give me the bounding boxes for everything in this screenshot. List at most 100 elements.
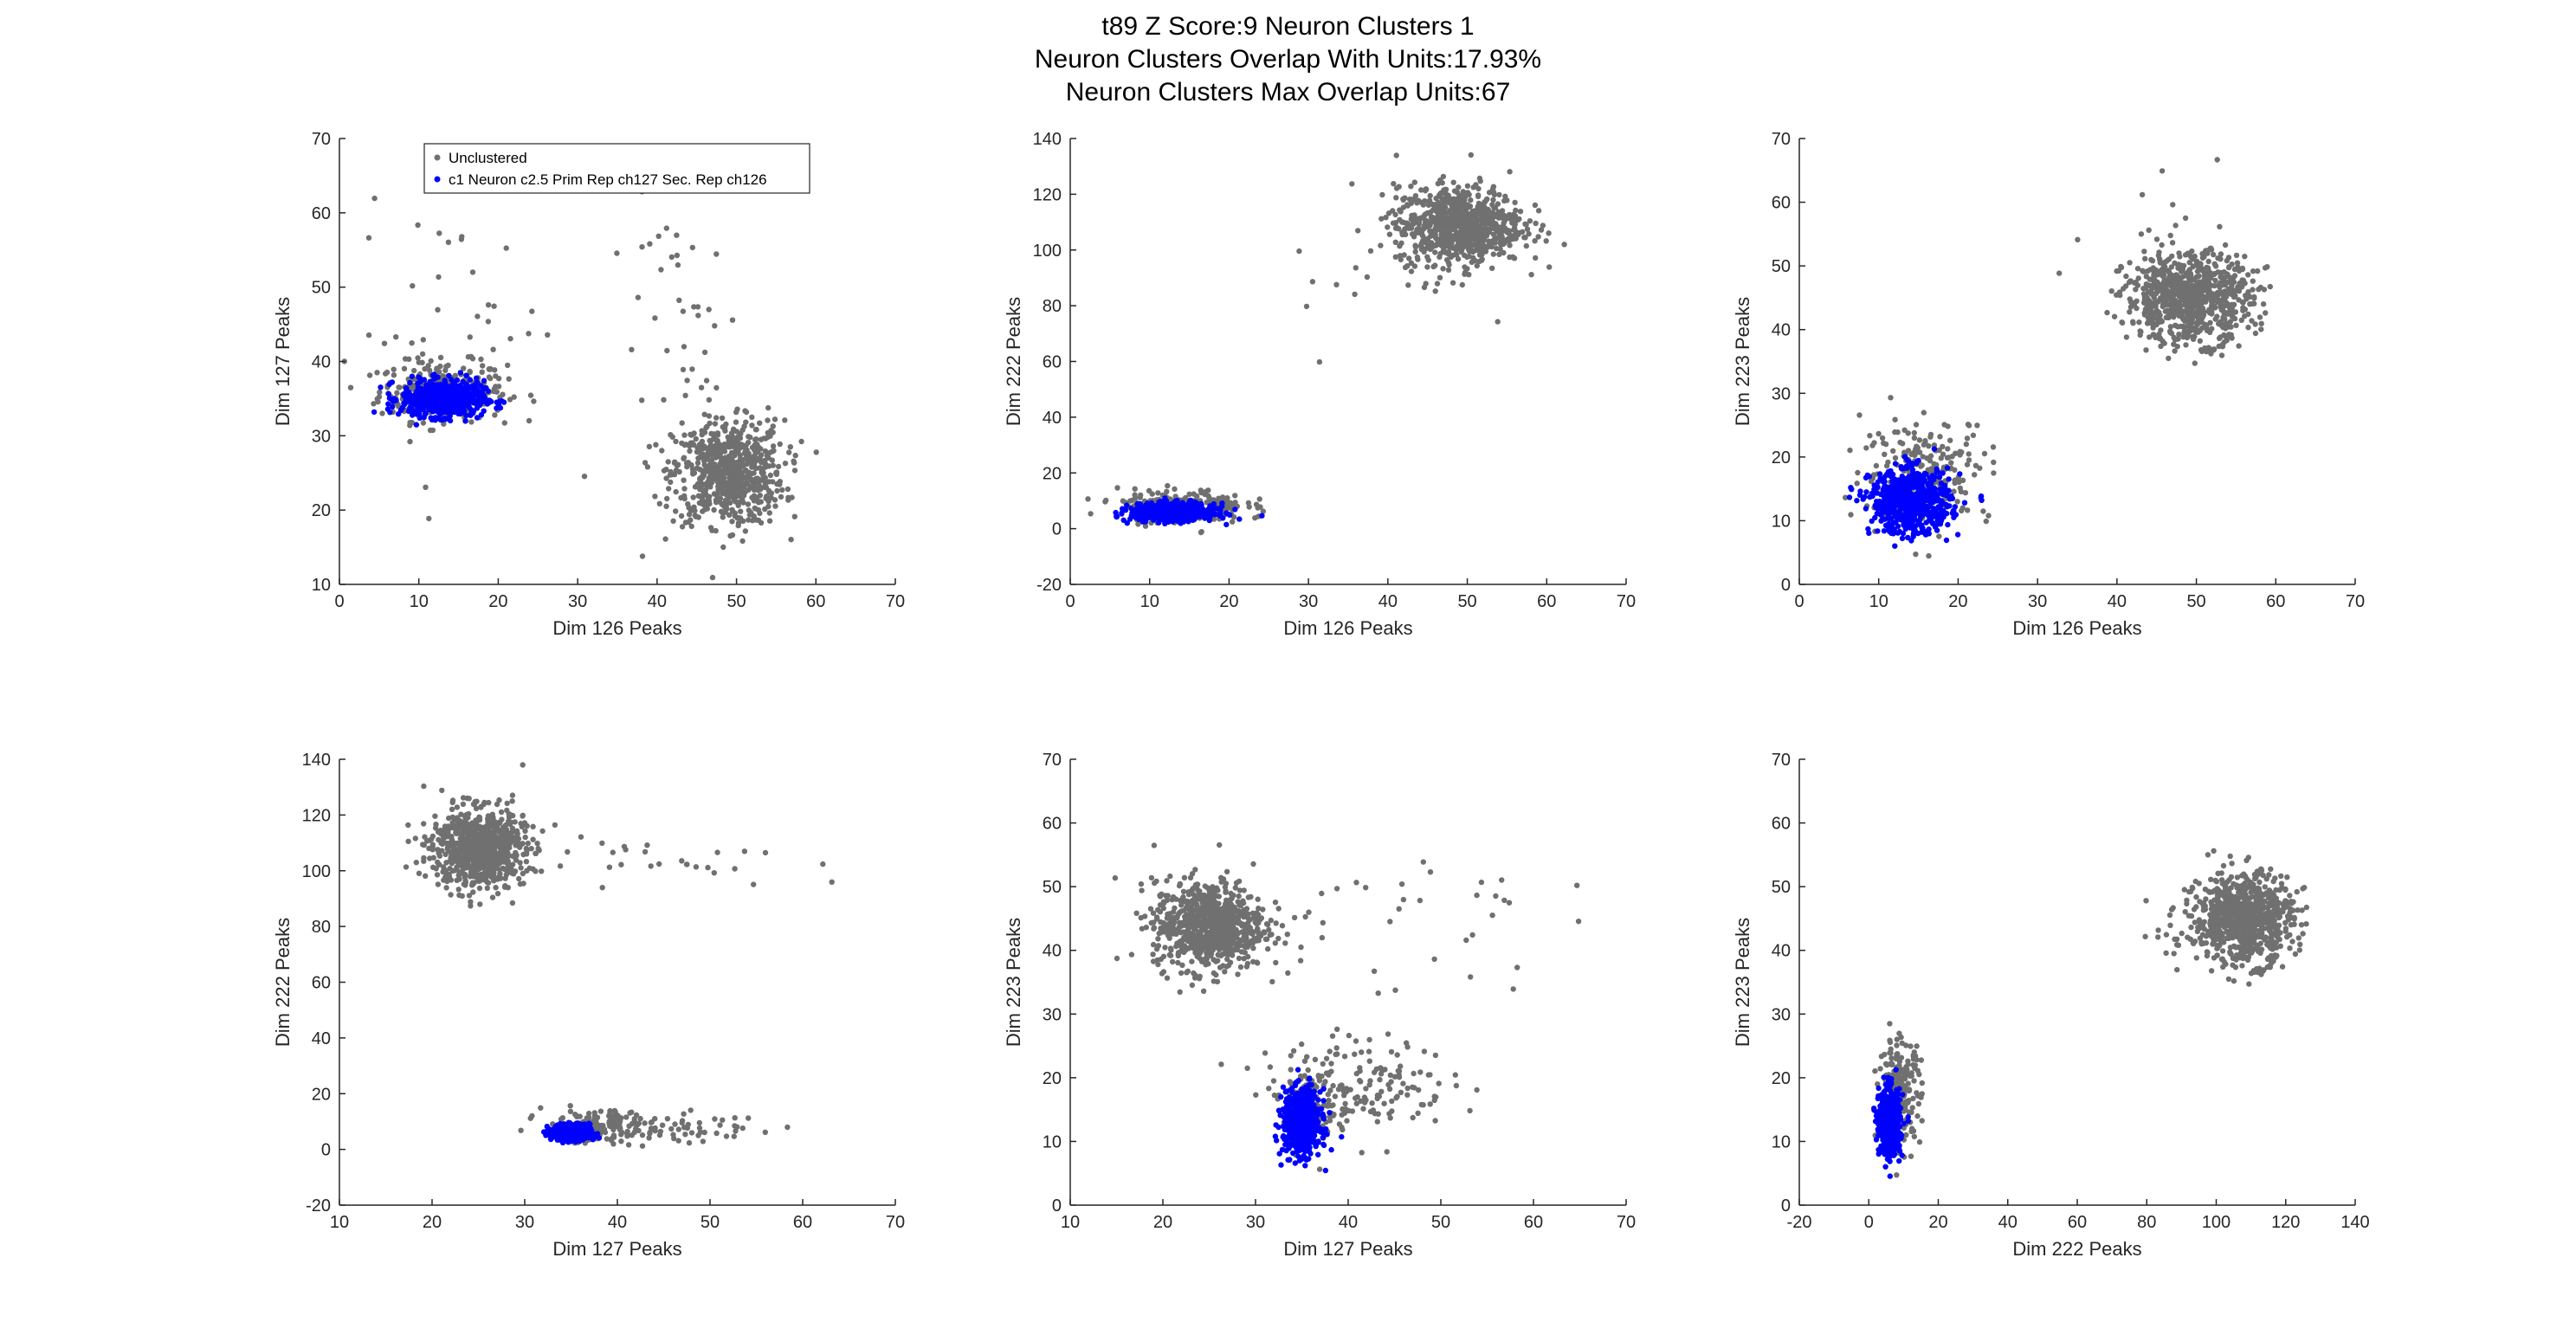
data-point [452,402,458,409]
data-point [752,506,759,512]
data-point [2123,334,2130,340]
data-point [1916,437,1923,443]
data-point [1512,222,1519,228]
data-point [772,503,778,509]
data-point [2207,329,2213,335]
data-point [1393,185,1400,191]
data-point [394,390,400,396]
data-point [720,510,726,516]
data-point [761,464,768,471]
data-point [1927,458,1934,464]
data-point [1480,245,1486,252]
data-point [720,424,726,430]
data-point [1980,508,1986,514]
data-point [415,222,421,229]
data-point [1146,487,1152,493]
data-point [1911,429,1917,436]
data-point [681,442,688,448]
data-point [2182,215,2189,222]
data-point [738,508,744,514]
data-point [1926,552,1932,559]
data-point [2216,343,2222,350]
data-point [1528,272,1534,278]
data-point [1854,498,1860,504]
data-point [507,397,513,403]
data-point [1128,506,1134,512]
data-point [1468,197,1474,203]
data-point [713,251,720,257]
data-point [491,386,498,392]
data-point [1873,462,1880,469]
data-point [752,436,759,443]
data-point [2245,325,2251,331]
data-point [1449,280,1456,286]
data-point [681,477,687,483]
data-point [407,404,413,411]
data-point [437,354,444,361]
data-point [684,377,690,384]
data-point [758,485,764,491]
data-point [2172,222,2179,229]
data-point [1349,181,1355,187]
data-point [2235,284,2241,290]
data-point [1148,500,1154,506]
data-point [2186,260,2192,266]
data-point [1131,511,1138,517]
data-point [2211,347,2217,353]
data-point [419,351,426,358]
data-point [526,417,533,424]
data-point [2212,277,2218,284]
data-point [733,461,739,467]
data-point [1533,255,1539,261]
data-point [701,411,707,417]
data-point [2224,310,2230,316]
x-tick-label: 60 [806,592,825,611]
data-point [1415,256,1421,262]
data-point [416,374,422,380]
data-point [409,340,415,346]
data-point [1943,537,1950,544]
data-point [2218,352,2225,358]
data-point [2192,253,2198,260]
data-point [2210,305,2216,312]
data-point [416,410,423,417]
data-point [784,486,791,493]
data-point [1420,233,1426,239]
data-point [506,376,512,382]
data-point [462,394,468,401]
data-point [2170,312,2176,319]
data-point [697,475,703,482]
data-point [1422,239,1428,245]
data-point [1462,269,1469,275]
data-point [2250,300,2256,307]
data-point [707,474,713,480]
data-point [694,304,701,310]
data-point [1385,224,1391,230]
data-point [688,507,694,513]
data-point [668,254,675,261]
data-point [772,416,778,422]
data-point [1914,443,1920,449]
y-tick-label: 100 [1033,242,1062,261]
data-point [2156,331,2162,338]
data-point [1863,445,1869,451]
data-point [1495,319,1501,325]
data-point [389,379,396,385]
data-point [2205,279,2211,286]
data-point [1963,441,1969,448]
data-point [1396,226,1402,232]
data-point [1461,252,1468,258]
data-point [1489,265,1495,271]
data-point [712,421,719,427]
data-point [467,377,474,383]
data-point [485,302,492,308]
data-point [2168,298,2174,304]
data-point [1178,512,1184,519]
data-point [765,487,772,493]
data-point [385,390,392,397]
data-point [2183,342,2189,348]
data-point [707,500,713,506]
data-point [1421,284,1428,291]
data-point [1353,265,1359,271]
